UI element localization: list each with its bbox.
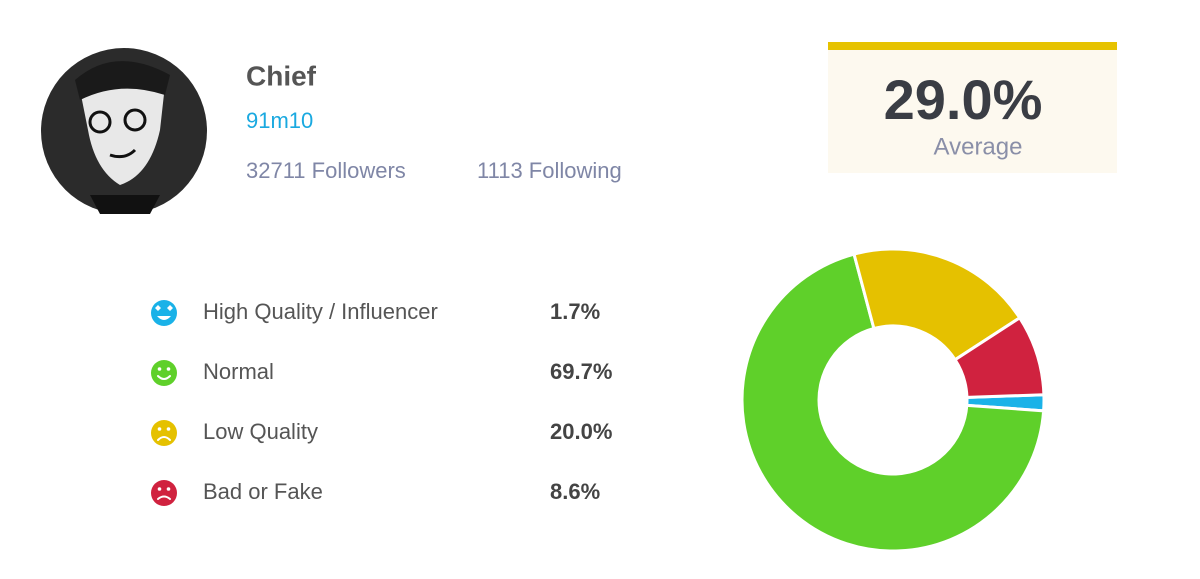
icon-face xyxy=(151,480,177,506)
legend-label: High Quality / Influencer xyxy=(203,299,438,324)
legend-label: Bad or Fake xyxy=(203,479,323,504)
icon-eye xyxy=(166,367,171,371)
legend-value: 69.7% xyxy=(550,359,612,384)
donut-segment xyxy=(852,247,1022,362)
average-label: Average xyxy=(934,133,1023,160)
icon-face xyxy=(151,300,177,326)
legend-icon xyxy=(151,300,177,326)
legend-value: 1.7% xyxy=(550,299,600,324)
donut-segment xyxy=(953,315,1046,399)
avatar xyxy=(41,48,207,214)
legend: High Quality / Influencer 1.7% Normal 69.7%… xyxy=(151,299,612,506)
icon-eye xyxy=(157,487,162,491)
icon-eye xyxy=(157,427,162,431)
legend-value: 20.0% xyxy=(550,419,612,444)
icon-eye xyxy=(166,427,171,431)
legend-label: Low Quality xyxy=(203,419,318,444)
legend-value: 8.6% xyxy=(550,479,600,504)
legend-icon xyxy=(151,360,177,386)
legend-icon xyxy=(151,420,177,446)
profile-handle[interactable]: 91m10 xyxy=(246,108,313,133)
icon-mouth xyxy=(157,436,171,441)
icon-face xyxy=(151,360,177,386)
donut-chart xyxy=(740,247,1046,553)
icon-face xyxy=(151,420,177,446)
followers[interactable]: 32711 Followers xyxy=(246,158,406,183)
following[interactable]: 1113 Following xyxy=(477,158,622,183)
icon-eye xyxy=(166,487,171,491)
icon-mouth xyxy=(157,495,171,500)
average-bar xyxy=(828,42,1117,50)
profile-name: Chief xyxy=(246,60,317,91)
icon-eye xyxy=(155,305,173,311)
legend-label: Normal xyxy=(203,359,274,384)
average-value: 29.0% xyxy=(884,68,1043,131)
icon-eye xyxy=(157,367,162,371)
legend-icon xyxy=(151,480,177,506)
icon-mouth xyxy=(157,375,171,380)
icon-mouth xyxy=(157,316,171,320)
average-box xyxy=(828,42,1117,173)
donut-segment xyxy=(740,252,1046,553)
